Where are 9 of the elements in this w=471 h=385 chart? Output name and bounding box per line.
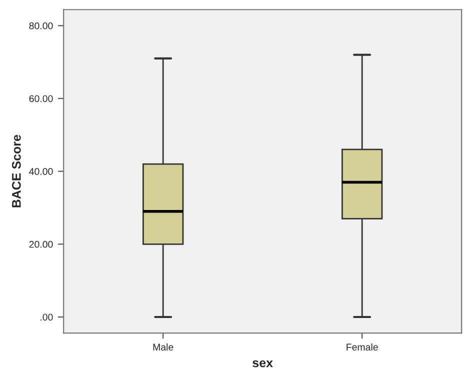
x-tick-label: Male xyxy=(153,343,174,351)
x-axis-title: sex xyxy=(252,360,273,368)
y-tick-label: .00 xyxy=(40,314,53,321)
y-tick-label: 20.00 xyxy=(29,240,53,248)
y-tick-label: 40.00 xyxy=(29,168,53,175)
x-tick-label: Female xyxy=(346,343,378,351)
y-tick-label: 60.00 xyxy=(29,95,53,102)
y-axis-title: BACE Score xyxy=(12,134,21,208)
y-tick-label: 80.00 xyxy=(29,22,53,30)
